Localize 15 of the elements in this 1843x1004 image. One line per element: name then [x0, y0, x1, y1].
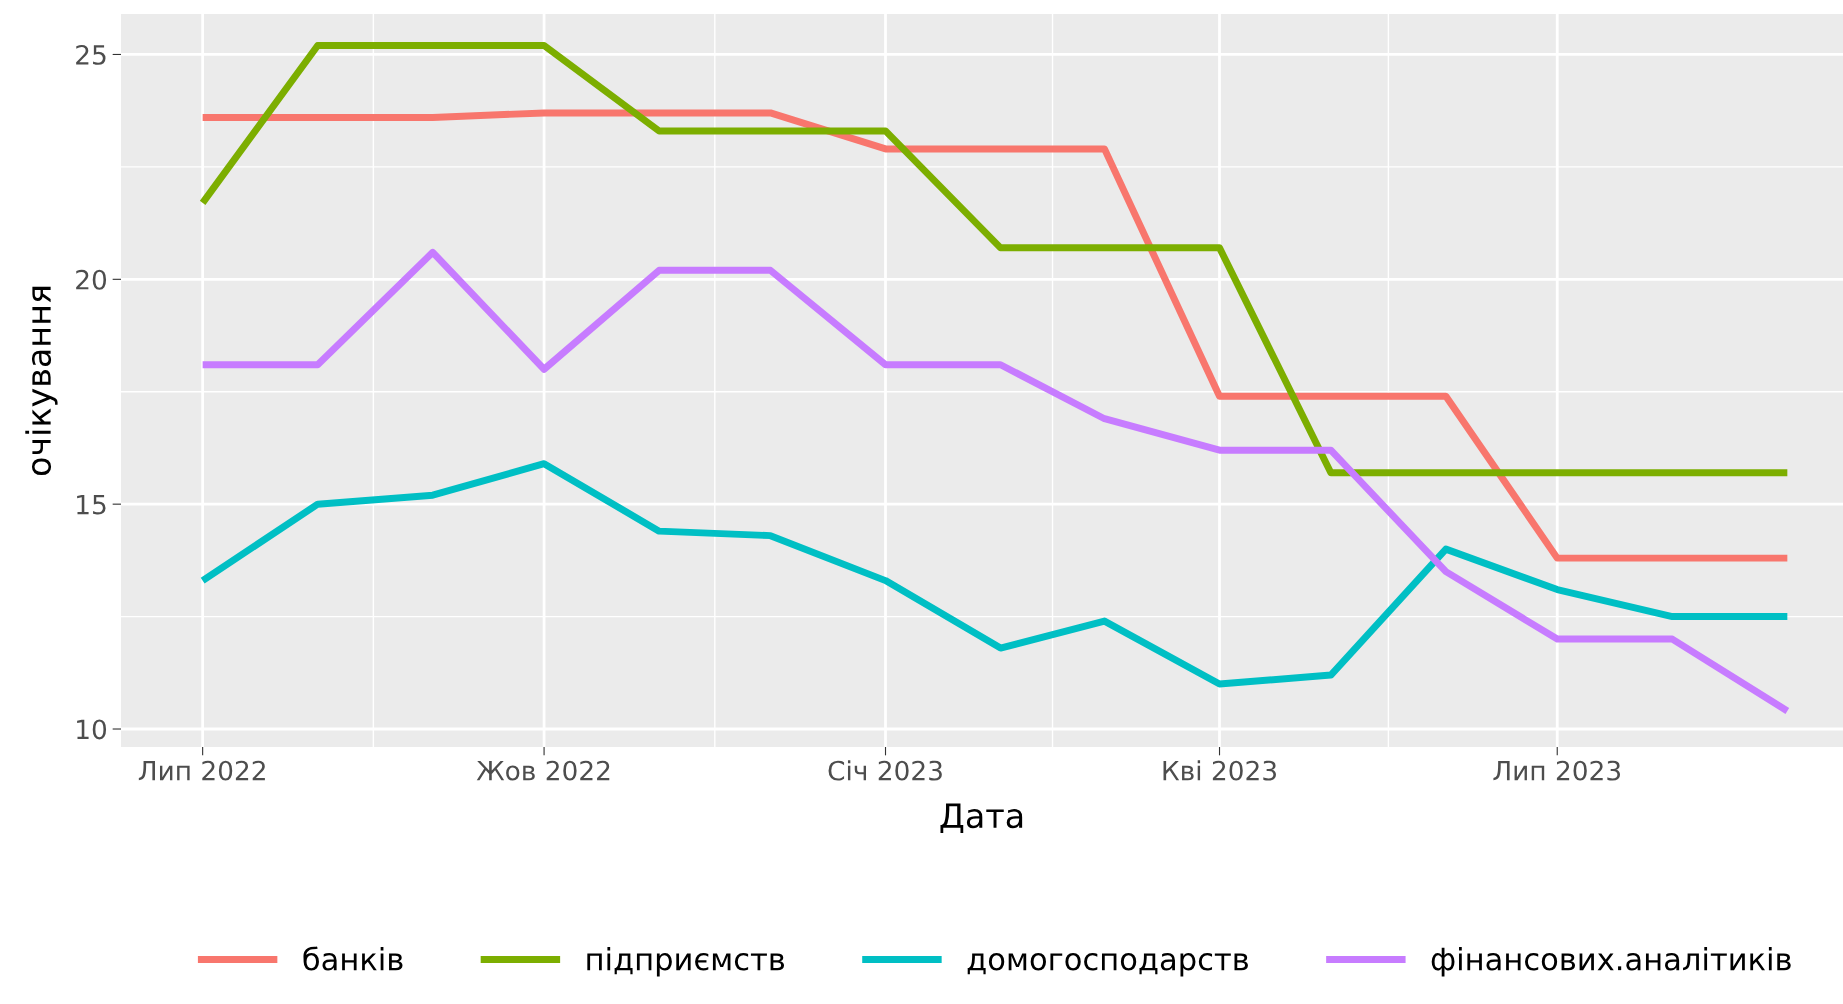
y-tick-label: 20 [76, 269, 107, 290]
legend-label: фінансових.аналітиків [1431, 946, 1791, 977]
x-tick-label: Лип 2022 [138, 760, 265, 781]
x-tick-label: Січ 2023 [828, 760, 942, 781]
y-axis-title: очікування [25, 286, 58, 476]
x-tick-label: Лип 2023 [1493, 760, 1621, 781]
y-tick-label: 10 [77, 719, 107, 740]
y-tick-label: 15 [77, 494, 106, 515]
y-tick-label: 25 [76, 44, 106, 65]
x-tick-label: Кві 2023 [1163, 760, 1276, 781]
x-tick-label: Жов 2022 [476, 760, 610, 781]
legend-label: банків [303, 946, 403, 971]
legend-label: підприємств [587, 946, 785, 977]
legend-label: домогосподарств [967, 953, 1248, 977]
x-axis-title: Дата [940, 803, 1023, 833]
